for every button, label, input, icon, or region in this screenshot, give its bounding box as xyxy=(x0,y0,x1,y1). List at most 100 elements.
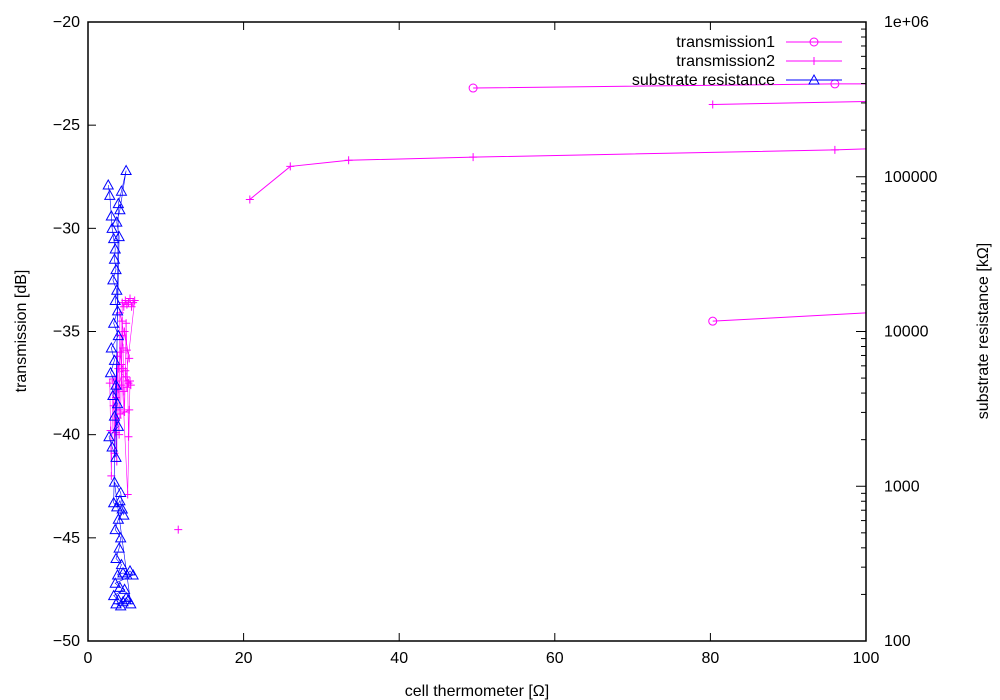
data-point xyxy=(120,591,132,603)
data-point xyxy=(110,552,122,563)
data-point xyxy=(111,304,124,316)
data-point xyxy=(809,37,819,47)
data-point xyxy=(107,273,119,285)
data-point xyxy=(106,441,118,452)
data-point xyxy=(103,189,116,200)
y-tick-label: −50 xyxy=(53,633,80,650)
data-point xyxy=(105,341,118,353)
data-point xyxy=(109,294,122,306)
y2-tick-label: 100000 xyxy=(884,169,937,186)
series-transmission2 xyxy=(105,100,866,534)
data-point xyxy=(105,209,118,221)
data-point xyxy=(116,410,125,419)
y2-tick-label: 100 xyxy=(884,633,911,650)
legend-label: transmission2 xyxy=(676,53,775,70)
legend-label: transmission1 xyxy=(676,34,775,51)
y-tick-label: −40 xyxy=(53,427,80,444)
y-tick-label: −20 xyxy=(53,14,80,31)
data-point xyxy=(113,542,125,553)
data-point xyxy=(113,230,125,242)
x-axis-label: cell thermometer [Ω] xyxy=(405,683,549,700)
data-point xyxy=(114,494,126,506)
data-point xyxy=(114,581,126,592)
data-point xyxy=(122,383,131,392)
x-tick-label: 80 xyxy=(702,650,720,667)
y-tick-label: −30 xyxy=(53,220,80,237)
series-line xyxy=(249,148,866,200)
series-line xyxy=(473,83,866,89)
data-point xyxy=(105,379,114,388)
data-point xyxy=(108,354,121,365)
data-point xyxy=(110,216,123,227)
data-point xyxy=(112,420,125,431)
data-point xyxy=(468,83,478,93)
data-point xyxy=(122,319,131,328)
data-point xyxy=(111,568,124,580)
data-point xyxy=(107,589,120,601)
data-point xyxy=(126,381,135,390)
data-point xyxy=(245,195,254,204)
series-line xyxy=(712,312,866,322)
data-point xyxy=(109,242,122,254)
data-point xyxy=(125,354,134,363)
data-point xyxy=(110,597,122,609)
data-point xyxy=(130,296,139,305)
data-point xyxy=(114,364,123,373)
data-point xyxy=(118,583,131,594)
y2-tick-label: 1e+06 xyxy=(884,14,929,31)
x-tick-label: 60 xyxy=(546,650,564,667)
data-point xyxy=(120,327,129,336)
y2-tick-label: 10000 xyxy=(884,324,929,341)
data-point xyxy=(117,509,130,520)
legend-label: substrate resistance xyxy=(632,72,775,89)
data-point xyxy=(708,100,717,109)
data-point xyxy=(344,156,353,165)
data-point xyxy=(122,372,131,381)
data-point xyxy=(109,577,122,588)
data-point xyxy=(102,178,115,190)
data-point xyxy=(110,500,123,512)
data-point xyxy=(124,597,137,609)
data-point xyxy=(114,599,127,611)
data-point xyxy=(104,366,117,378)
data-point xyxy=(108,476,121,487)
plot-frame xyxy=(87,21,867,642)
data-point xyxy=(109,523,122,535)
x-tick-label: 40 xyxy=(390,650,408,667)
data-point xyxy=(124,432,133,441)
data-point xyxy=(127,302,136,311)
data-point xyxy=(119,387,128,396)
data-point xyxy=(129,298,138,307)
data-point xyxy=(115,185,128,196)
x-tick-label: 100 xyxy=(853,650,880,667)
legend: transmission1 transmission2 substrate resi… xyxy=(632,34,842,89)
data-point xyxy=(114,203,126,215)
y-tick-label: −25 xyxy=(53,117,80,134)
x-tick-label: 0 xyxy=(84,650,93,667)
series-transmission1 xyxy=(468,79,866,326)
data-point xyxy=(103,430,115,442)
data-point xyxy=(108,410,121,421)
data-point xyxy=(122,300,131,309)
plot-marks xyxy=(102,79,866,611)
data-point xyxy=(120,164,132,176)
data-point xyxy=(830,145,839,154)
x-tick-label: 20 xyxy=(235,650,253,667)
data-point xyxy=(115,558,128,570)
data-point xyxy=(112,329,125,341)
data-point xyxy=(114,531,127,543)
data-point xyxy=(126,294,135,303)
data-point xyxy=(106,222,118,233)
data-point xyxy=(119,344,128,353)
data-point xyxy=(110,451,122,462)
data-point xyxy=(810,57,818,65)
data-point xyxy=(126,377,135,386)
data-point xyxy=(125,405,134,414)
data-point xyxy=(286,162,295,171)
series-substrate-resistance xyxy=(102,164,139,611)
data-point xyxy=(469,153,478,162)
y2-axis-label: substrate resistance [kΩ] xyxy=(975,243,992,419)
data-point xyxy=(127,568,139,580)
series-line xyxy=(107,170,134,607)
